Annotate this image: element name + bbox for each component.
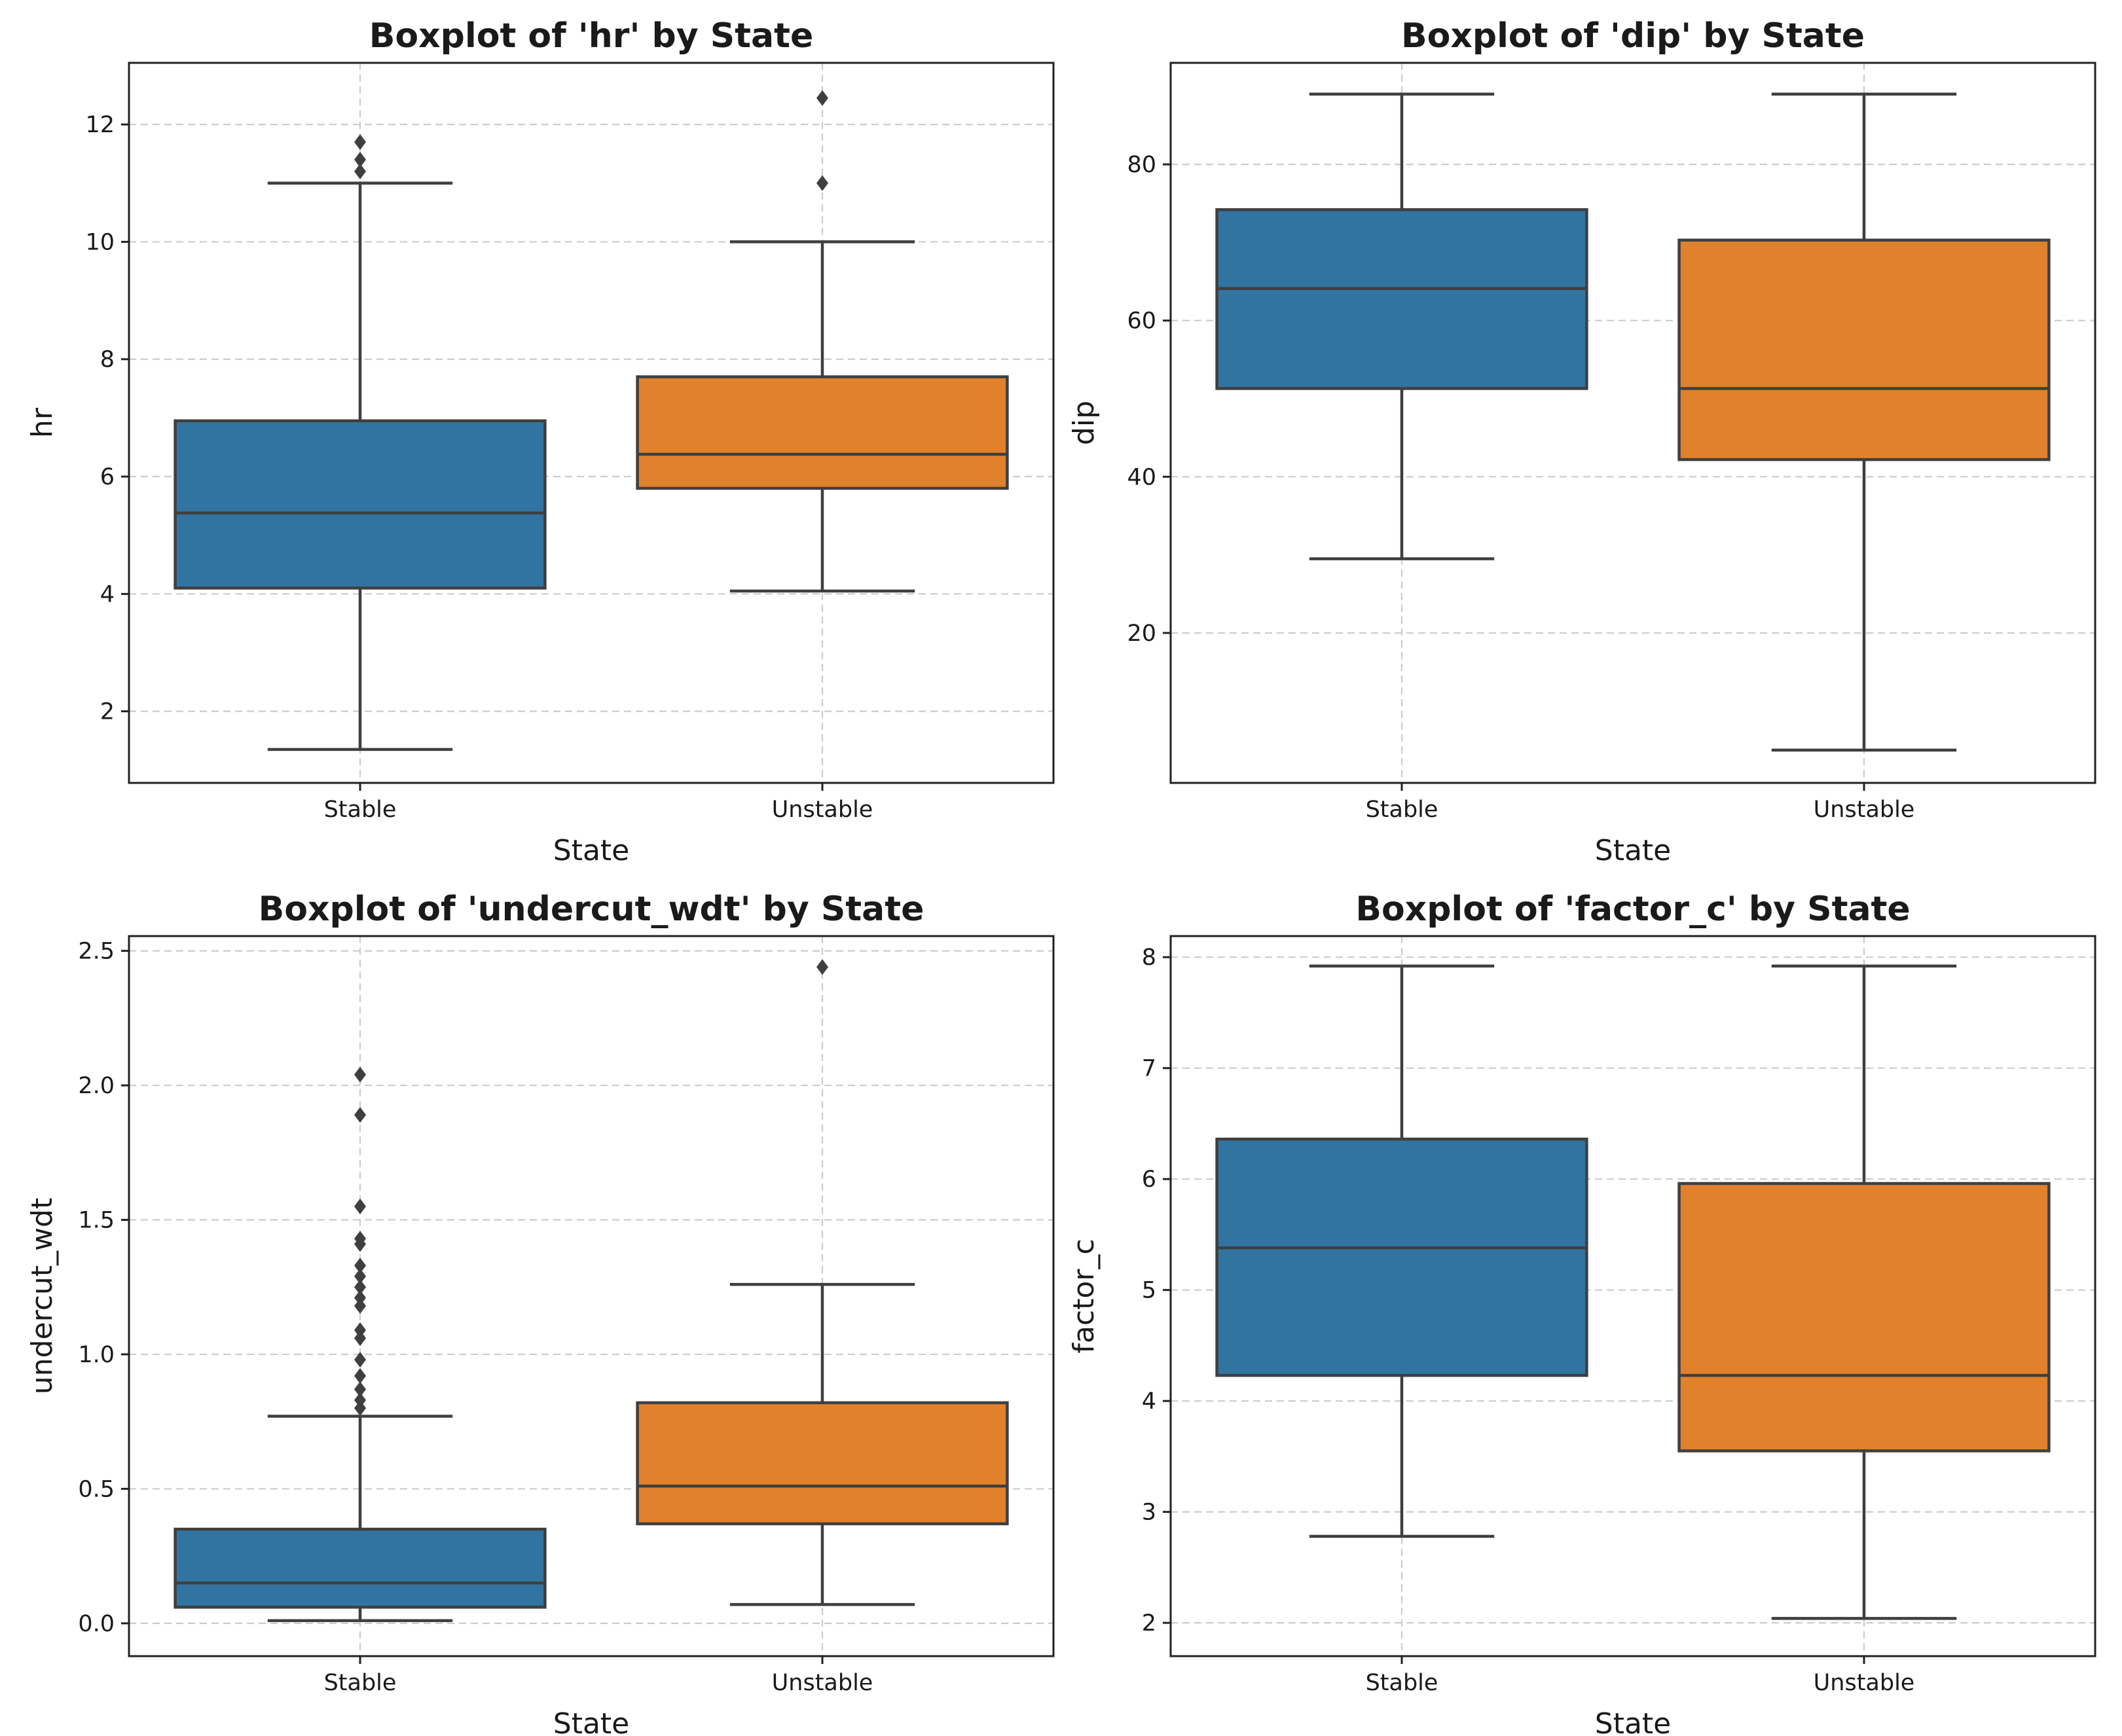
y-tick-label: 1.5 [78,1208,115,1234]
outlier-point [816,175,828,191]
iqr-box [636,375,1009,490]
chart-panel-3: 0.0 0.5 1.0 1.5 2.0 2.5 Stable Unstable Boxplot … [26,890,1055,1736]
outlier-point [354,1066,366,1083]
outlier-point [354,1279,366,1295]
box-stable [174,1066,547,1623]
x-tick-label: Stable [324,797,397,823]
y-tick-label: 60 [1127,308,1156,335]
x-tick-label: Unstable [1814,797,1915,823]
y-tick-label: 80 [1127,152,1156,178]
box-stable [1215,964,1588,1538]
outlier-point [354,163,366,179]
y-tick-label: 2 [1142,1610,1156,1637]
outlier-point [354,1257,366,1274]
box-unstable [636,959,1009,1606]
x-tick-label: Stable [1366,1670,1438,1696]
outlier-point [354,1290,366,1306]
outlier-point [354,1381,366,1398]
chart-title: Boxplot of 'dip' by State [1401,16,1865,56]
box-unstable [1677,964,2051,1620]
box-stable [1215,92,1588,560]
y-tick-label: 1.0 [78,1342,115,1368]
x-axis-label: State [553,1707,629,1736]
outlier-point [354,1107,366,1123]
y-tick-label: 8 [1142,945,1156,971]
x-tick-label: Unstable [1814,1670,1915,1696]
x-axis-label: State [553,834,629,867]
iqr-box [1677,238,2051,461]
y-tick-label: 2.0 [78,1073,115,1099]
chart-panel-2: 20 40 60 80 Stable Unstable Boxplot of 'dip' b… [1067,16,2096,867]
outlier-point [354,134,366,151]
y-tick-label: 40 [1127,464,1156,490]
y-tick-label: 4 [100,581,115,607]
outlier-point [354,151,366,168]
y-axis-label: hr [26,407,59,438]
box-stable [174,134,547,751]
iqr-box [636,1401,1009,1526]
iqr-box [174,1527,547,1609]
plot-frame [1169,62,2096,784]
x-tick-label: Stable [1366,797,1438,823]
y-tick-label: 2.5 [78,939,115,965]
outlier-point [354,1367,366,1384]
y-tick-label: 7 [1142,1056,1156,1082]
y-tick-label: 2 [100,699,115,725]
outlier-point [816,90,828,106]
x-tick-label: Unstable [772,797,873,823]
outlier-point [354,1268,366,1284]
chart-panel-4: 2 3 4 5 6 7 8 Stable Unstable Boxplot of 'factor_… [1067,890,2096,1736]
iqr-box [174,419,547,590]
y-axis-label: dip [1067,401,1101,445]
y-tick-label: 6 [100,464,115,490]
y-tick-label: 8 [100,347,115,373]
outlier-point [354,1400,366,1417]
y-axis-label: undercut_wdt [26,1198,59,1394]
outlier-point [816,959,828,975]
chart-panel-1: 2 4 6 8 10 12 Stable Unstable Boxplot of 'hr' by… [26,16,1055,867]
outlier-point [354,1297,366,1314]
y-tick-label: 6 [1142,1166,1156,1193]
y-tick-label: 12 [85,112,115,138]
y-axis-label: factor_c [1067,1239,1101,1353]
x-tick-label: Stable [324,1670,397,1696]
y-tick-label: 20 [1127,621,1156,647]
x-tick-label: Unstable [772,1670,873,1696]
outlier-point [354,1322,366,1338]
box-unstable [636,90,1009,593]
chart-title: Boxplot of 'hr' by State [369,16,813,56]
y-tick-label: 5 [1142,1278,1156,1304]
chart-title: Boxplot of 'factor_c' by State [1355,890,1910,929]
iqr-box [1215,208,1588,390]
iqr-box [1677,1182,2051,1453]
outlier-point [354,1198,366,1214]
box-unstable [1677,92,2051,752]
outlier-point [354,1231,366,1247]
plot-frame [128,935,1055,1657]
y-tick-label: 4 [1142,1388,1156,1415]
y-tick-label: 10 [85,229,115,255]
outlier-point [354,1352,366,1368]
plot-frame [128,62,1055,784]
x-axis-label: State [1595,834,1671,867]
x-axis-label: State [1595,1707,1671,1736]
y-tick-label: 0.5 [78,1476,115,1502]
plot-frame [1169,935,2096,1657]
y-tick-label: 3 [1142,1500,1156,1526]
iqr-box [1215,1137,1588,1377]
y-tick-label: 0.0 [78,1611,115,1637]
outlier-point [354,1392,366,1408]
outlier-point [354,1330,366,1347]
chart-title: Boxplot of 'undercut_wdt' by State [259,890,924,929]
